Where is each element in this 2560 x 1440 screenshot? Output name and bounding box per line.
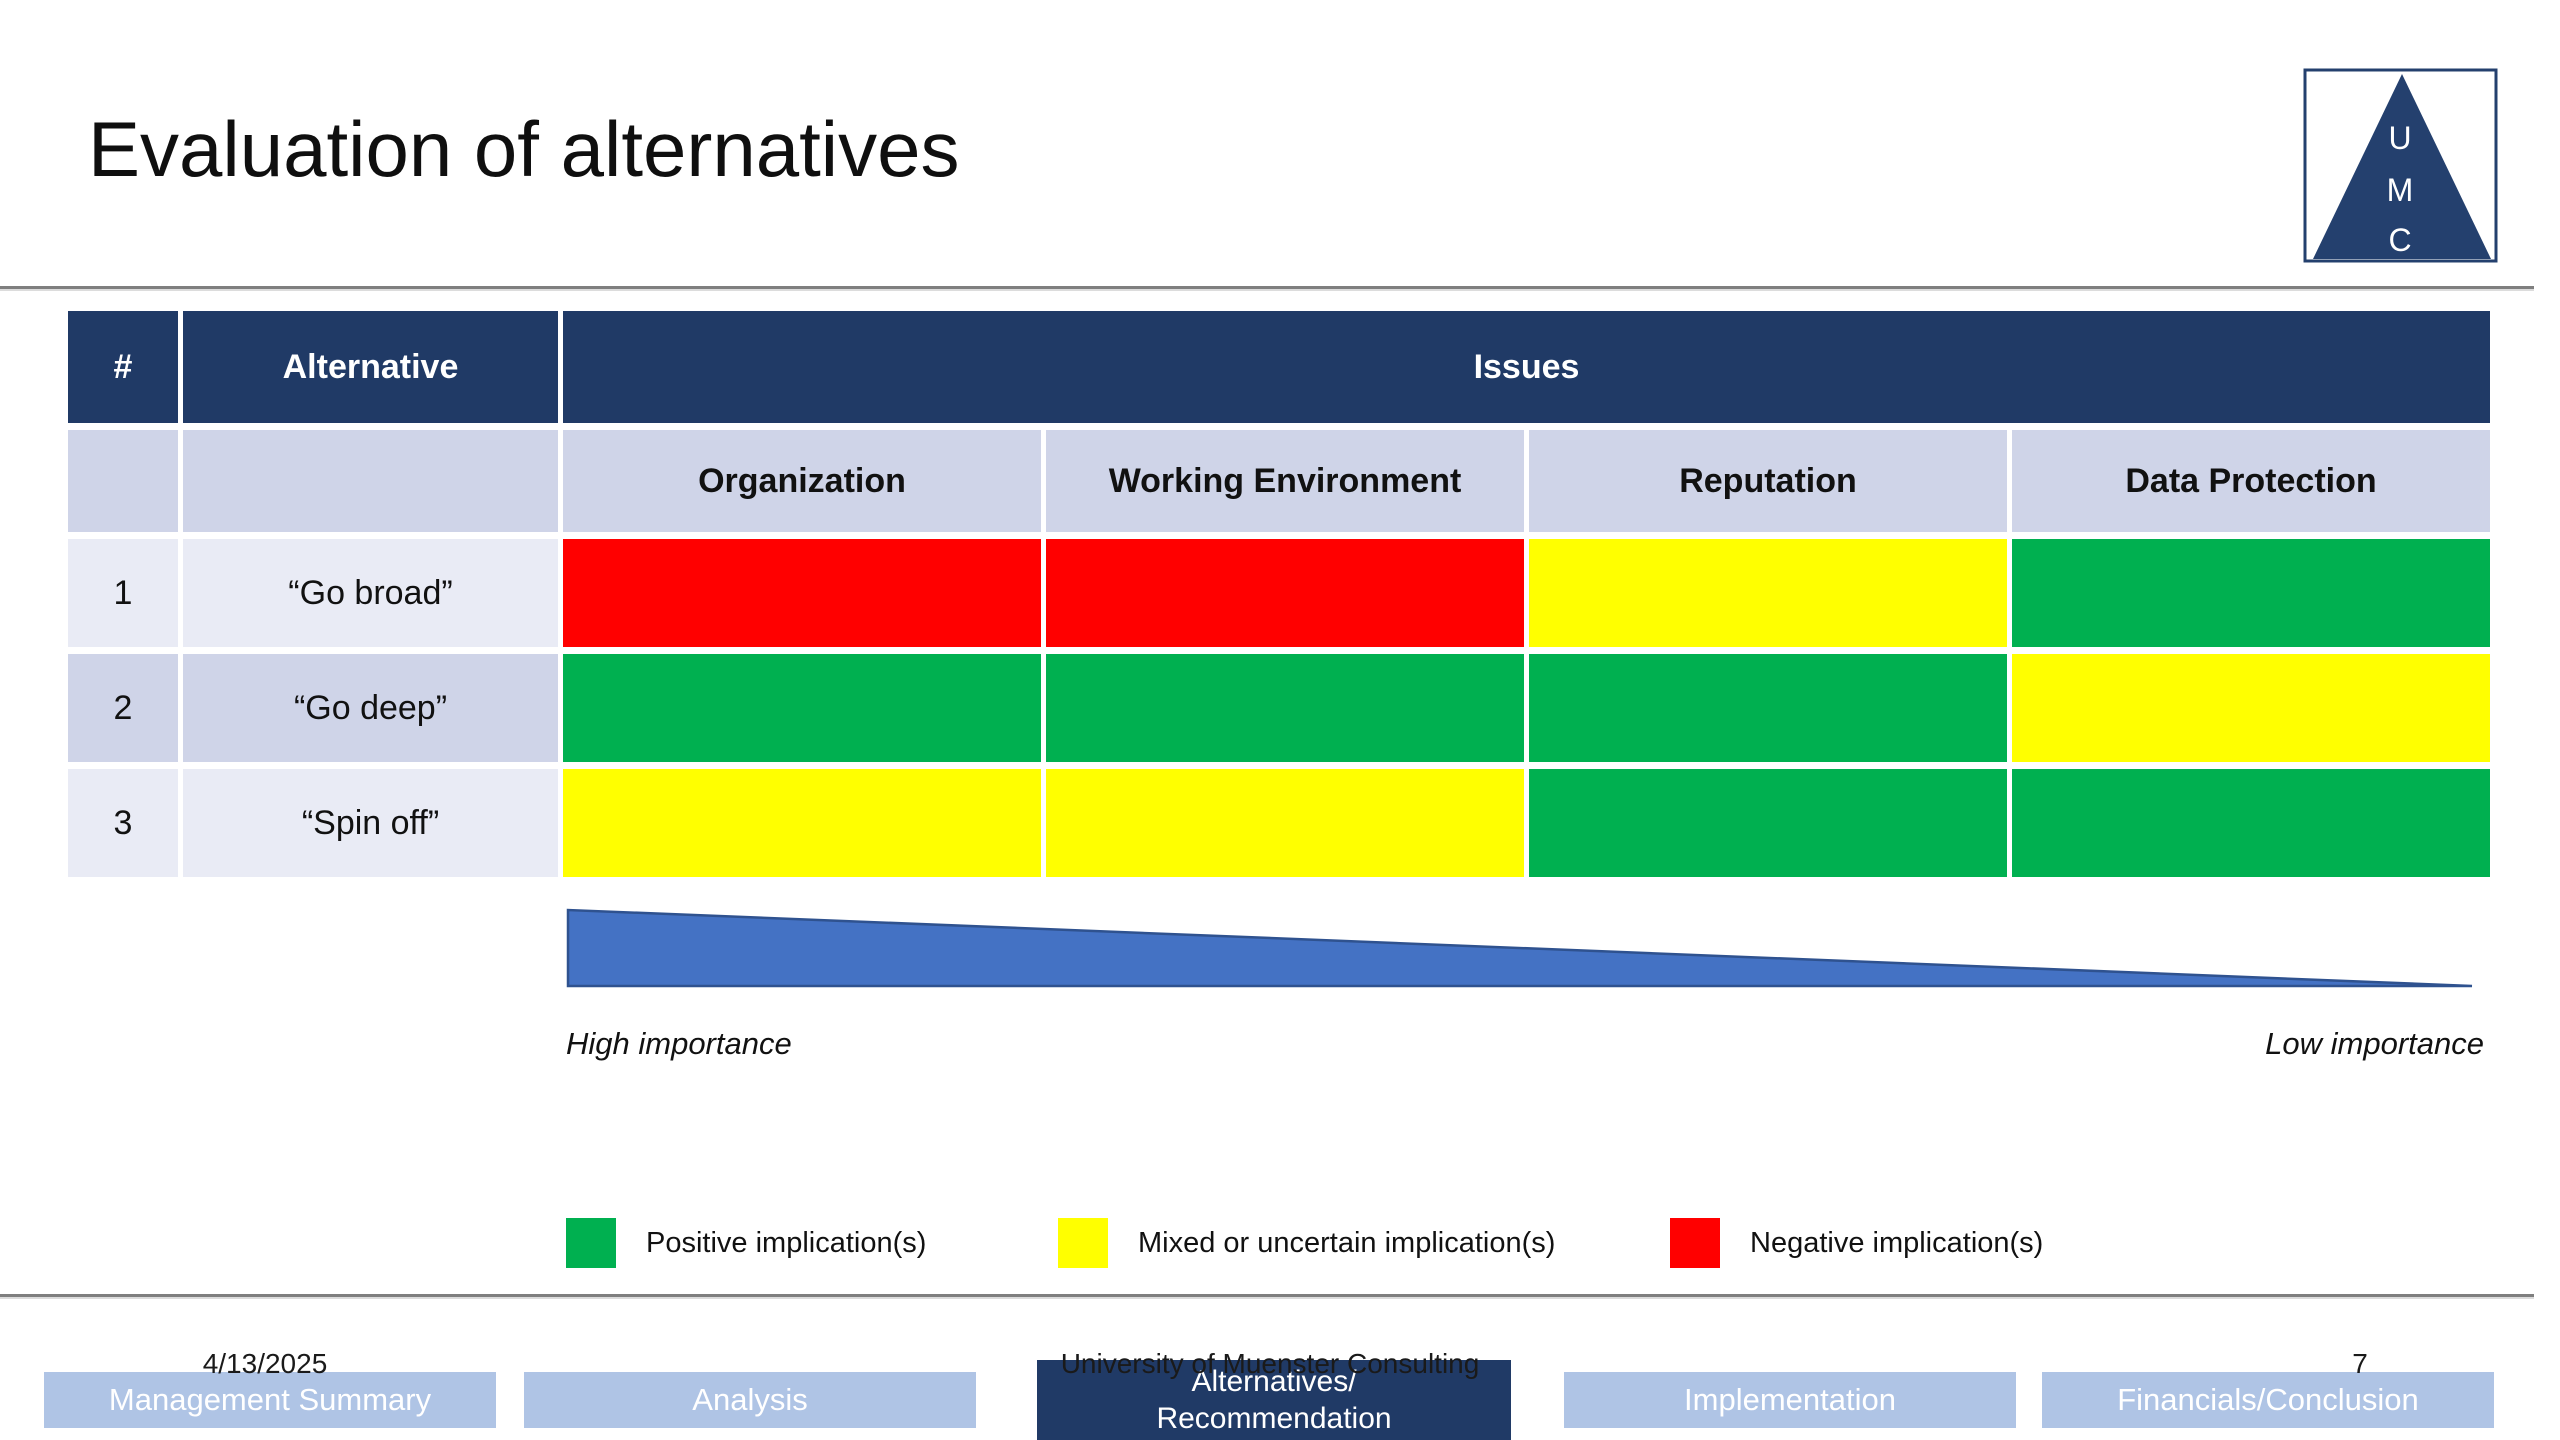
legend-swatch-negative <box>1670 1218 1720 1268</box>
table-row: 1 “Go broad” <box>68 539 2490 647</box>
legend-item: Mixed or uncertain implication(s) <box>1058 1218 1555 1268</box>
row-number: 3 <box>68 769 178 877</box>
legend-swatch-mixed <box>1058 1218 1108 1268</box>
logo-letter-u: U <box>2388 120 2411 156</box>
low-importance-label: Low importance <box>2265 1026 2484 1061</box>
row-number: 2 <box>68 654 178 762</box>
rating-cell-mixed <box>1529 539 2007 647</box>
umc-logo: U M C <box>2303 68 2498 263</box>
logo-letter-c: C <box>2388 222 2411 258</box>
rating-cell-mixed <box>1046 769 1524 877</box>
nav-tab-label: Analysis <box>692 1382 808 1417</box>
nav-tab-label: Implementation <box>1684 1382 1896 1417</box>
subheader-working-environment: Working Environment <box>1046 430 1524 532</box>
header-issues: Issues <box>563 311 2490 423</box>
table-body: 1 “Go broad” 2 “Go deep” 3 “Spin off” <box>68 539 2490 877</box>
table-row: 2 “Go deep” <box>68 654 2490 762</box>
rating-cell-positive <box>2012 769 2490 877</box>
subheader-blank <box>183 430 558 532</box>
rating-cell-positive <box>2012 539 2490 647</box>
nav-tab-label: Financials/Conclusion <box>2117 1382 2419 1417</box>
subheader-blank <box>68 430 178 532</box>
rating-cell-positive <box>1046 654 1524 762</box>
nav-tab-label: Management Summary <box>108 1382 432 1417</box>
rating-cell-negative <box>563 539 1041 647</box>
legend-label: Positive implication(s) <box>646 1226 927 1259</box>
table-subheader-row: Organization Working Environment Reputat… <box>68 430 2490 532</box>
evaluation-table: # Alternative Issues Organization Workin… <box>63 304 2495 884</box>
row-number: 1 <box>68 539 178 647</box>
legend-swatch-positive <box>566 1218 616 1268</box>
nav-tab-label: Recommendation <box>1156 1402 1392 1435</box>
table-header-row: # Alternative Issues <box>68 311 2490 423</box>
nav-tab-financials-conclusion[interactable]: Financials/Conclusion <box>2042 1372 2494 1428</box>
importance-gradient-triangle <box>566 908 2473 988</box>
subheader-organization: Organization <box>563 430 1041 532</box>
header-alternative: Alternative <box>183 311 558 423</box>
legend-item: Positive implication(s) <box>566 1218 926 1268</box>
high-importance-label: High importance <box>566 1026 792 1061</box>
slide-number: 7 <box>2352 1348 2368 1379</box>
alternative-name: “Spin off” <box>183 769 558 877</box>
logo-letter-m: M <box>2387 172 2414 208</box>
rating-cell-positive <box>1529 654 2007 762</box>
page-title: Evaluation of alternatives <box>88 105 960 193</box>
legend-label: Mixed or uncertain implication(s) <box>1138 1226 1556 1259</box>
nav-tab-analysis[interactable]: Analysis <box>524 1372 976 1428</box>
footer-company: University of Muenster Consulting <box>1060 1348 1480 1379</box>
subheader-data-protection: Data Protection <box>2012 430 2490 532</box>
divider-top <box>0 286 2534 289</box>
legend-item: Negative implication(s) <box>1670 1218 2043 1268</box>
rating-cell-mixed <box>563 769 1041 877</box>
rating-cell-positive <box>1529 769 2007 877</box>
table-row: 3 “Spin off” <box>68 769 2490 877</box>
header-number: # <box>68 311 178 423</box>
nav-tab-implementation[interactable]: Implementation <box>1564 1372 2016 1428</box>
footer-date: 4/13/2025 <box>202 1348 328 1379</box>
alternative-name: “Go deep” <box>183 654 558 762</box>
subheader-reputation: Reputation <box>1529 430 2007 532</box>
rating-cell-positive <box>563 654 1041 762</box>
alternative-name: “Go broad” <box>183 539 558 647</box>
legend-label: Negative implication(s) <box>1750 1226 2044 1259</box>
divider-bottom <box>0 1294 2534 1297</box>
nav-tab-management-summary[interactable]: Management Summary <box>44 1372 496 1428</box>
logo-triangle-icon <box>2313 74 2491 259</box>
rating-cell-negative <box>1046 539 1524 647</box>
rating-cell-mixed <box>2012 654 2490 762</box>
